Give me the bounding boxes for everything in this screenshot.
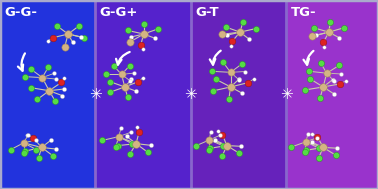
Text: G-T: G-T	[195, 6, 219, 19]
Bar	[0, 0, 95, 189]
Text: ✳: ✳	[89, 87, 102, 102]
Text: TG-: TG-	[291, 6, 316, 19]
Text: ✳: ✳	[184, 87, 197, 102]
Bar	[95, 0, 191, 189]
Bar	[286, 0, 378, 189]
Text: G-G-: G-G-	[5, 6, 37, 19]
Text: ✳: ✳	[280, 87, 293, 102]
Bar	[191, 0, 286, 189]
Text: G-G+: G-G+	[100, 6, 138, 19]
